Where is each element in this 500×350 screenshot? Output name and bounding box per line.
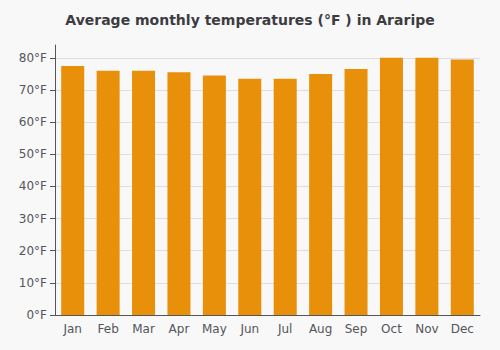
svg-text:May: May	[202, 322, 227, 336]
svg-text:40°F: 40°F	[19, 179, 47, 193]
svg-text:Dec: Dec	[451, 322, 474, 336]
svg-text:Oct: Oct	[381, 322, 402, 336]
svg-text:Apr: Apr	[169, 322, 190, 336]
svg-text:Aug: Aug	[309, 322, 332, 336]
svg-text:Average monthly temperatures (: Average monthly temperatures (°F ) in Ar…	[65, 12, 434, 28]
svg-text:Jul: Jul	[277, 322, 292, 336]
svg-text:Mar: Mar	[132, 322, 155, 336]
svg-text:20°F: 20°F	[19, 244, 47, 258]
svg-text:Jun: Jun	[239, 322, 259, 336]
svg-text:Sep: Sep	[345, 322, 368, 336]
svg-text:0°F: 0°F	[26, 308, 47, 322]
svg-text:30°F: 30°F	[19, 212, 47, 226]
svg-text:50°F: 50°F	[19, 147, 47, 161]
svg-text:60°F: 60°F	[19, 115, 47, 129]
svg-text:80°F: 80°F	[19, 51, 47, 65]
svg-text:10°F: 10°F	[19, 276, 47, 290]
svg-text:Feb: Feb	[98, 322, 119, 336]
svg-text:Jan: Jan	[62, 322, 82, 336]
svg-text:Nov: Nov	[415, 322, 438, 336]
svg-text:70°F: 70°F	[19, 83, 47, 97]
